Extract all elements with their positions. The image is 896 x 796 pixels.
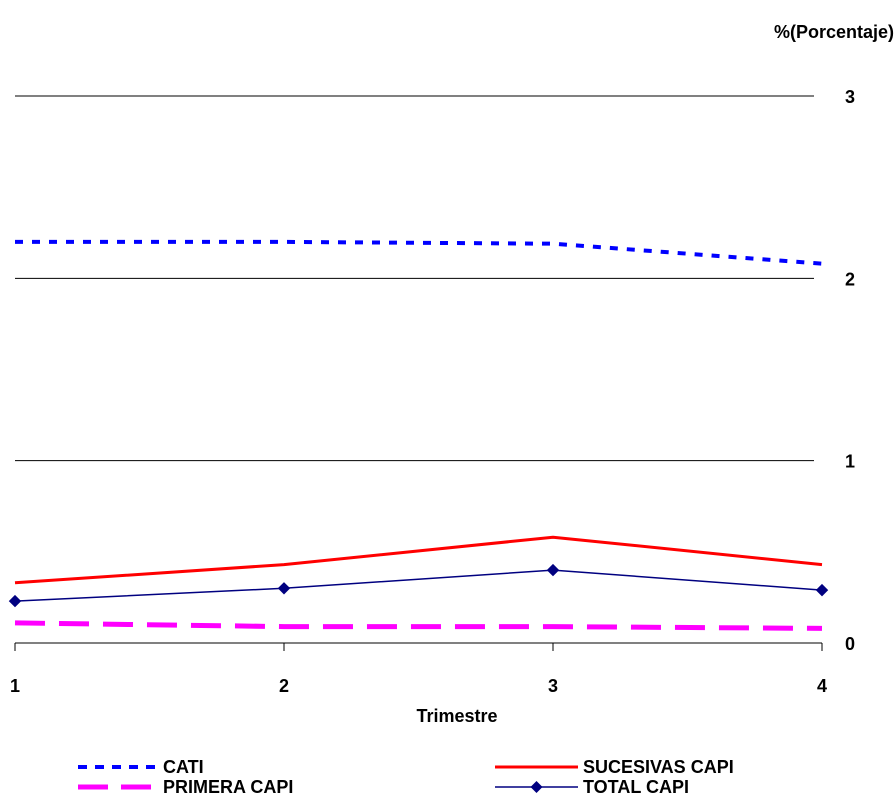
y-tick-label: 2 bbox=[845, 269, 855, 289]
legend: CATI SUCESIVAS CAPI PRIMERA CAPI TOTAL CAPI bbox=[78, 757, 734, 796]
legend-label-total-capi: TOTAL CAPI bbox=[583, 777, 689, 796]
data-point-total-capi bbox=[8, 594, 22, 608]
legend-label-sucesivas-capi: SUCESIVAS CAPI bbox=[583, 757, 734, 777]
y-tick-label: 3 bbox=[845, 87, 855, 107]
legend-label-primera-capi: PRIMERA CAPI bbox=[163, 777, 293, 796]
axis-labels: %(Porcentaje) Trimestre 0 1 2 3 1 2 3 4 bbox=[10, 22, 894, 726]
x-tick-label: 2 bbox=[279, 676, 289, 696]
series-lines bbox=[8, 239, 829, 631]
data-point-total-capi bbox=[815, 583, 829, 597]
data-point-total-capi bbox=[277, 582, 291, 595]
y-tick-label: 1 bbox=[845, 452, 855, 472]
series-line-sucesivas-capi bbox=[14, 535, 823, 585]
legend-label-cati: CATI bbox=[163, 757, 204, 777]
data-point-total-capi bbox=[546, 563, 560, 577]
x-tick-label: 4 bbox=[817, 676, 827, 696]
series-line-cati bbox=[15, 239, 823, 266]
y-axis-title: %(Porcentaje) bbox=[774, 22, 894, 42]
axes bbox=[14, 642, 823, 651]
y-tick-label: 0 bbox=[845, 634, 855, 654]
x-tick-label: 1 bbox=[10, 676, 20, 696]
legend-marker-total-capi bbox=[530, 781, 543, 793]
series-line-total-capi bbox=[14, 569, 823, 602]
x-tick-label: 3 bbox=[548, 676, 558, 696]
x-axis-title: Trimestre bbox=[416, 706, 497, 726]
series-line-primera-capi bbox=[14, 620, 823, 631]
gridlines bbox=[15, 95, 814, 462]
